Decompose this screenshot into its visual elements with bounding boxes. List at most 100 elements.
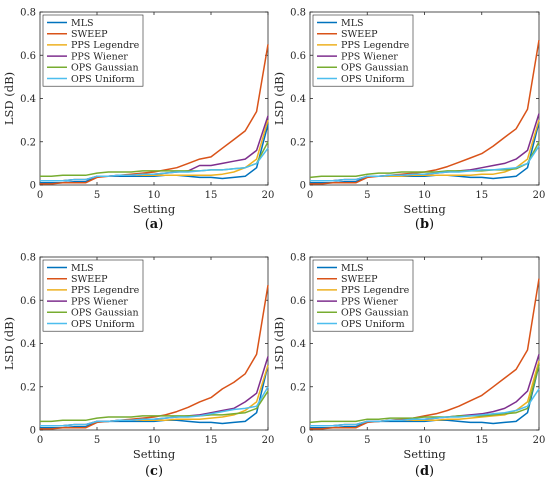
x-tick-label: 0 [307, 190, 313, 201]
chart-panel-b: 0 5 10 15 20 0 0.2 0.4 0.6 0.8 Setting LSD (dB) MLSS… [272, 8, 545, 233]
chart-panel-d: 0 5 10 15 20 0 0.2 0.4 0.6 0.8 Setting LSD (dB) MLSS… [272, 253, 545, 480]
y-tick-label: 0.6 [20, 296, 36, 307]
x-axis-label: Setting [403, 447, 446, 461]
legend-label: PPS Wiener [71, 296, 128, 307]
y-tick-label: 0 [300, 181, 306, 192]
series-line-ops-uniform [310, 388, 540, 427]
caption-letter: c [150, 464, 158, 479]
series-line-ops-gaussian [40, 390, 269, 423]
x-tick-label: 10 [148, 190, 161, 201]
x-tick-label: 10 [418, 190, 431, 201]
series-line-sweep [310, 278, 540, 430]
y-tick-label: 0.8 [290, 8, 306, 19]
y-tick-label: 0.4 [290, 339, 306, 350]
y-tick-label: 0.6 [290, 296, 306, 307]
legend-label: OPS Gaussian [341, 63, 409, 74]
x-tick-label: 10 [148, 435, 161, 446]
y-tick-label: 0.8 [20, 8, 36, 19]
panel-caption: (b) [415, 217, 434, 232]
y-tick-label: 0.8 [290, 253, 306, 264]
x-tick-label: 5 [94, 190, 100, 201]
legend-box [312, 14, 414, 87]
y-axis-label: LSD (dB) [2, 72, 16, 125]
series-line-mls [310, 122, 540, 184]
chart-panel-c: 0 5 10 15 20 0 0.2 0.4 0.6 0.8 Setting LSD (dB) MLSS… [2, 253, 274, 480]
legend-label: PPS Legendre [71, 40, 140, 51]
x-tick-label: 20 [262, 435, 275, 446]
legend-label: PPS Legendre [341, 40, 410, 51]
legend-label: OPS Uniform [71, 74, 135, 85]
chart-panel-a: 0 5 10 15 20 0 0.2 0.4 0.6 0.8 Setting LSD (dB) MLSS… [2, 8, 274, 233]
legend-box [42, 259, 144, 332]
series-line-mls [40, 364, 269, 429]
legend-label: PPS Legendre [71, 285, 140, 296]
legend-label: OPS Gaussian [71, 308, 139, 319]
caption-letter: d [420, 464, 429, 479]
caption-paren-open: ( [145, 217, 150, 232]
caption-letter: b [420, 217, 429, 232]
y-tick-label: 0 [300, 426, 306, 437]
series-line-ops-gaussian [309, 364, 540, 424]
y-tick-label: 0.2 [290, 382, 306, 393]
x-tick-label: 20 [533, 435, 546, 446]
legend-label: OPS Gaussian [71, 63, 139, 74]
panel-caption: (a) [145, 217, 164, 232]
y-axis-label: LSD (dB) [272, 72, 286, 125]
y-tick-label: 0.2 [20, 137, 36, 148]
legend-label: PPS Wiener [341, 296, 398, 307]
series-line-mls [310, 364, 540, 429]
legend-label: SWEEP [341, 274, 378, 285]
x-tick-label: 10 [418, 435, 431, 446]
caption-paren-open: ( [415, 464, 420, 479]
x-axis-label: Setting [133, 447, 176, 461]
series-line-ops-uniform [40, 147, 269, 182]
x-tick-label: 5 [94, 435, 100, 446]
caption-paren-close: ) [429, 217, 434, 232]
y-axis-label: LSD (dB) [2, 317, 16, 370]
series-line-sweep [40, 44, 269, 185]
x-tick-label: 0 [307, 435, 313, 446]
caption-paren-close: ) [158, 464, 163, 479]
y-tick-label: 0.4 [20, 339, 36, 350]
x-tick-label: 0 [37, 435, 43, 446]
x-axis-label: Setting [133, 202, 176, 216]
x-tick-label: 5 [364, 190, 370, 201]
series-line-mls [40, 124, 269, 184]
legend-label: PPS Wiener [71, 51, 128, 62]
caption-letter: a [150, 217, 159, 232]
legend-label: OPS Gaussian [341, 308, 409, 319]
series-line-ops-uniform [310, 145, 540, 182]
y-tick-label: 0.4 [290, 94, 306, 105]
x-tick-label: 15 [475, 190, 488, 201]
legend-label: OPS Uniform [71, 319, 135, 330]
y-tick-label: 0.2 [290, 137, 306, 148]
legend-label: OPS Uniform [341, 74, 405, 85]
x-axis-label: Setting [403, 202, 446, 216]
x-tick-label: 20 [262, 190, 275, 201]
x-tick-label: 15 [205, 435, 218, 446]
legend-label: MLS [341, 18, 364, 29]
x-tick-label: 5 [364, 435, 370, 446]
y-tick-label: 0 [30, 181, 36, 192]
series-line-ops-uniform [40, 386, 269, 427]
legend-label: SWEEP [71, 29, 108, 40]
y-tick-label: 0 [30, 426, 36, 437]
x-tick-label: 15 [475, 435, 488, 446]
legend-label: MLS [71, 263, 94, 274]
legend-label: SWEEP [341, 29, 378, 40]
legend-label: PPS Legendre [341, 285, 410, 296]
y-tick-label: 0.2 [20, 382, 36, 393]
legend-label: MLS [341, 263, 364, 274]
y-tick-label: 0.4 [20, 94, 36, 105]
caption-paren-open: ( [415, 217, 420, 232]
legend-label: MLS [71, 18, 94, 29]
panel-caption: (c) [145, 464, 163, 479]
legend-label: PPS Wiener [341, 51, 398, 62]
caption-paren-close: ) [429, 464, 434, 479]
panel-caption: (d) [415, 464, 434, 479]
y-tick-label: 0.6 [20, 51, 36, 62]
caption-paren-close: ) [158, 217, 163, 232]
caption-paren-open: ( [145, 464, 150, 479]
y-tick-label: 0.8 [20, 253, 36, 264]
